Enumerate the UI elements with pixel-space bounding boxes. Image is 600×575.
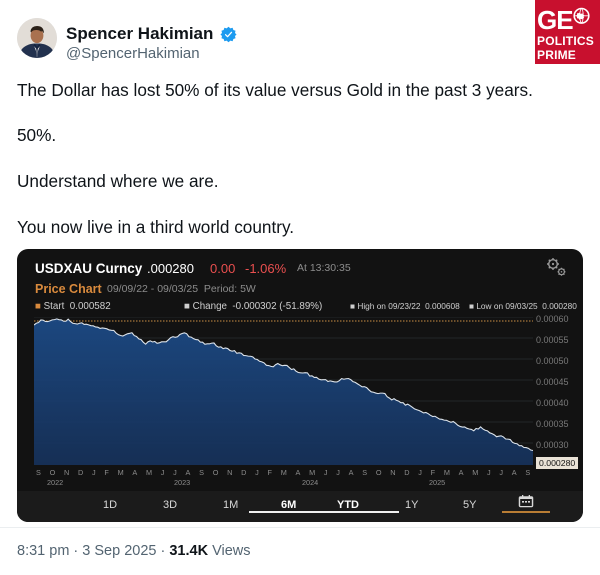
svg-text:GE: GE [537,5,573,35]
svg-text:POLITICS: POLITICS [537,34,594,48]
svg-text:PRIME: PRIME [537,48,576,62]
